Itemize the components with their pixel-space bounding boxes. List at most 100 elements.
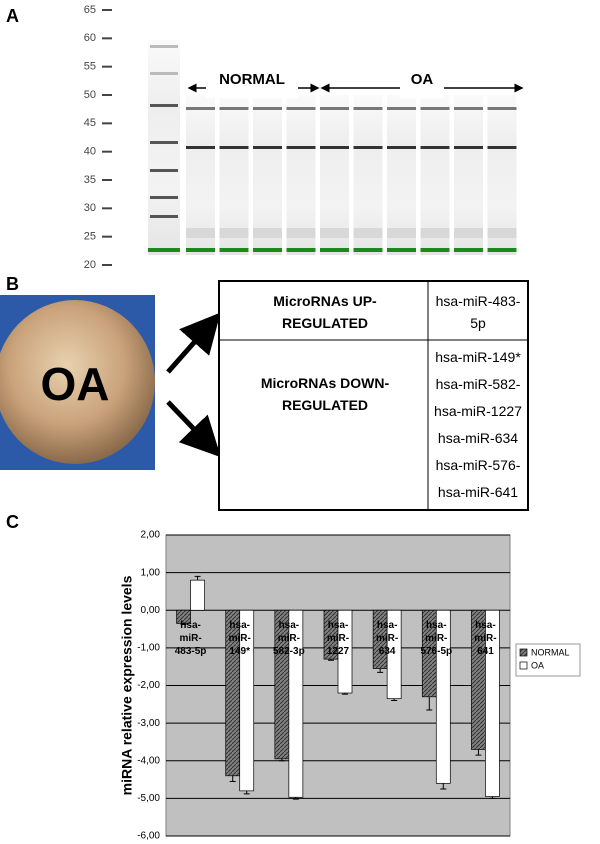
band [487, 146, 517, 149]
y-tick-label: 50 [84, 89, 96, 101]
group-label: NORMAL [219, 71, 285, 88]
y-tick-label: 40 [84, 146, 96, 158]
marker-band [387, 248, 416, 252]
y-tick-label: 35 [84, 174, 96, 186]
y-tick-label: 45 [84, 117, 96, 129]
y-tick-label: -1,00 [137, 643, 160, 654]
table [218, 280, 529, 511]
cartilage-photo [0, 300, 155, 464]
row-group: MicroRNAs UP-REGULATED [273, 293, 377, 331]
band [186, 146, 215, 149]
arrow [166, 400, 221, 458]
label-box: hsa-miR-576-5p [420, 620, 453, 658]
mirna: hsa-miR-641 [437, 484, 519, 500]
error-bar [391, 698, 398, 702]
band [219, 228, 249, 238]
marker-band [148, 248, 180, 252]
mirna: hsa-miR-576-5p [435, 457, 521, 473]
arrow [166, 312, 221, 374]
label-box: hsa-miR-149* [229, 620, 251, 657]
mirna: hsa-miR-582-3p [435, 376, 521, 392]
error-bar [278, 758, 285, 762]
label-box: hsa-miR-1227 [434, 403, 522, 419]
panel-label: A [6, 6, 19, 26]
legend-label: OA [531, 660, 544, 670]
label-box: hsa-miR-641 [437, 484, 519, 500]
ladder-band [150, 45, 178, 48]
band [253, 146, 282, 149]
band [320, 146, 349, 149]
category-label: hsa-miR-582-3p [273, 620, 305, 658]
gel-image: 20 25 30 35 40 45 50 55 60 65 NORMAL OA [84, 4, 524, 271]
error-bar [426, 696, 433, 711]
error-bar [489, 796, 496, 799]
error-bar [243, 790, 250, 795]
category-label: hsa-miR-576-5p [420, 620, 453, 658]
category-label: hsa-miR-483-5p [174, 620, 207, 658]
group-label: OA [411, 71, 434, 88]
band [387, 107, 416, 110]
panel-label: B [6, 274, 19, 294]
band [186, 107, 215, 110]
legend-swatch [519, 648, 528, 657]
y-tick-label: -4,00 [137, 755, 160, 766]
band [454, 107, 483, 110]
row-group: MicroRNAs DOWN-REGULATED [260, 375, 390, 413]
error-bar [194, 575, 201, 581]
marker-band [219, 248, 249, 252]
band [353, 107, 383, 110]
marker-band [353, 248, 383, 252]
table-cell: MicroRNAs DOWN-REGULATED [260, 375, 390, 413]
bar [288, 609, 304, 798]
marker-band [253, 248, 282, 252]
label-box: hsa-miR-641 [474, 620, 496, 657]
band [320, 228, 349, 238]
marker-band [320, 248, 349, 252]
ladder-band [150, 196, 178, 199]
category-label: hsa-miR-634 [376, 620, 399, 658]
band [219, 146, 249, 149]
y-tick-label: -5,00 [137, 793, 160, 804]
band [420, 146, 450, 149]
band [253, 107, 282, 110]
band [286, 107, 316, 110]
ladder-band [150, 169, 178, 172]
error-bar [229, 775, 236, 782]
y-tick-label: 2,00 [141, 530, 161, 541]
bar-chart: -6,00 -5,00 -4,00 -3,00 -2,00 -1,00 0,00 1,00 2,… [119, 530, 581, 842]
error-bar [342, 693, 348, 695]
marker-band [420, 248, 450, 252]
band [454, 146, 483, 149]
error-bar [180, 623, 187, 626]
ladder-band [150, 72, 178, 75]
band [487, 107, 517, 110]
ladder-lane [148, 40, 180, 255]
label-bg [206, 78, 298, 98]
category-label: hsa-miR-1227 [326, 620, 350, 658]
label-box: hsa-miR-1227 [326, 620, 350, 658]
y-tick-label: 0,00 [141, 605, 161, 616]
band [420, 107, 450, 110]
band [387, 146, 416, 149]
label-box: hsa-miR-149* [435, 349, 521, 365]
error-bar [292, 797, 299, 800]
label-box: hsa-miR-634 [438, 430, 518, 446]
marker-band [487, 248, 517, 252]
y-tick-label: 55 [84, 61, 96, 73]
marker-band [286, 248, 316, 252]
y-tick-label: -6,00 [137, 831, 160, 842]
band [320, 107, 349, 110]
label-bg [400, 78, 444, 98]
marker-band [186, 248, 215, 252]
y-tick-label: -3,00 [137, 718, 160, 729]
marker-band [454, 248, 483, 252]
band [186, 228, 215, 238]
table-cell: hsa-miR-483-5p [436, 293, 521, 331]
label-box: hsa-miR-582-3p [273, 620, 305, 658]
band [253, 228, 282, 238]
y-tick-label: 65 [84, 4, 96, 16]
panel-label: C [6, 512, 19, 532]
label-box: hsa-miR-483-5p [174, 620, 207, 658]
table-cell: MicroRNAs UP-REGULATED [273, 293, 377, 331]
